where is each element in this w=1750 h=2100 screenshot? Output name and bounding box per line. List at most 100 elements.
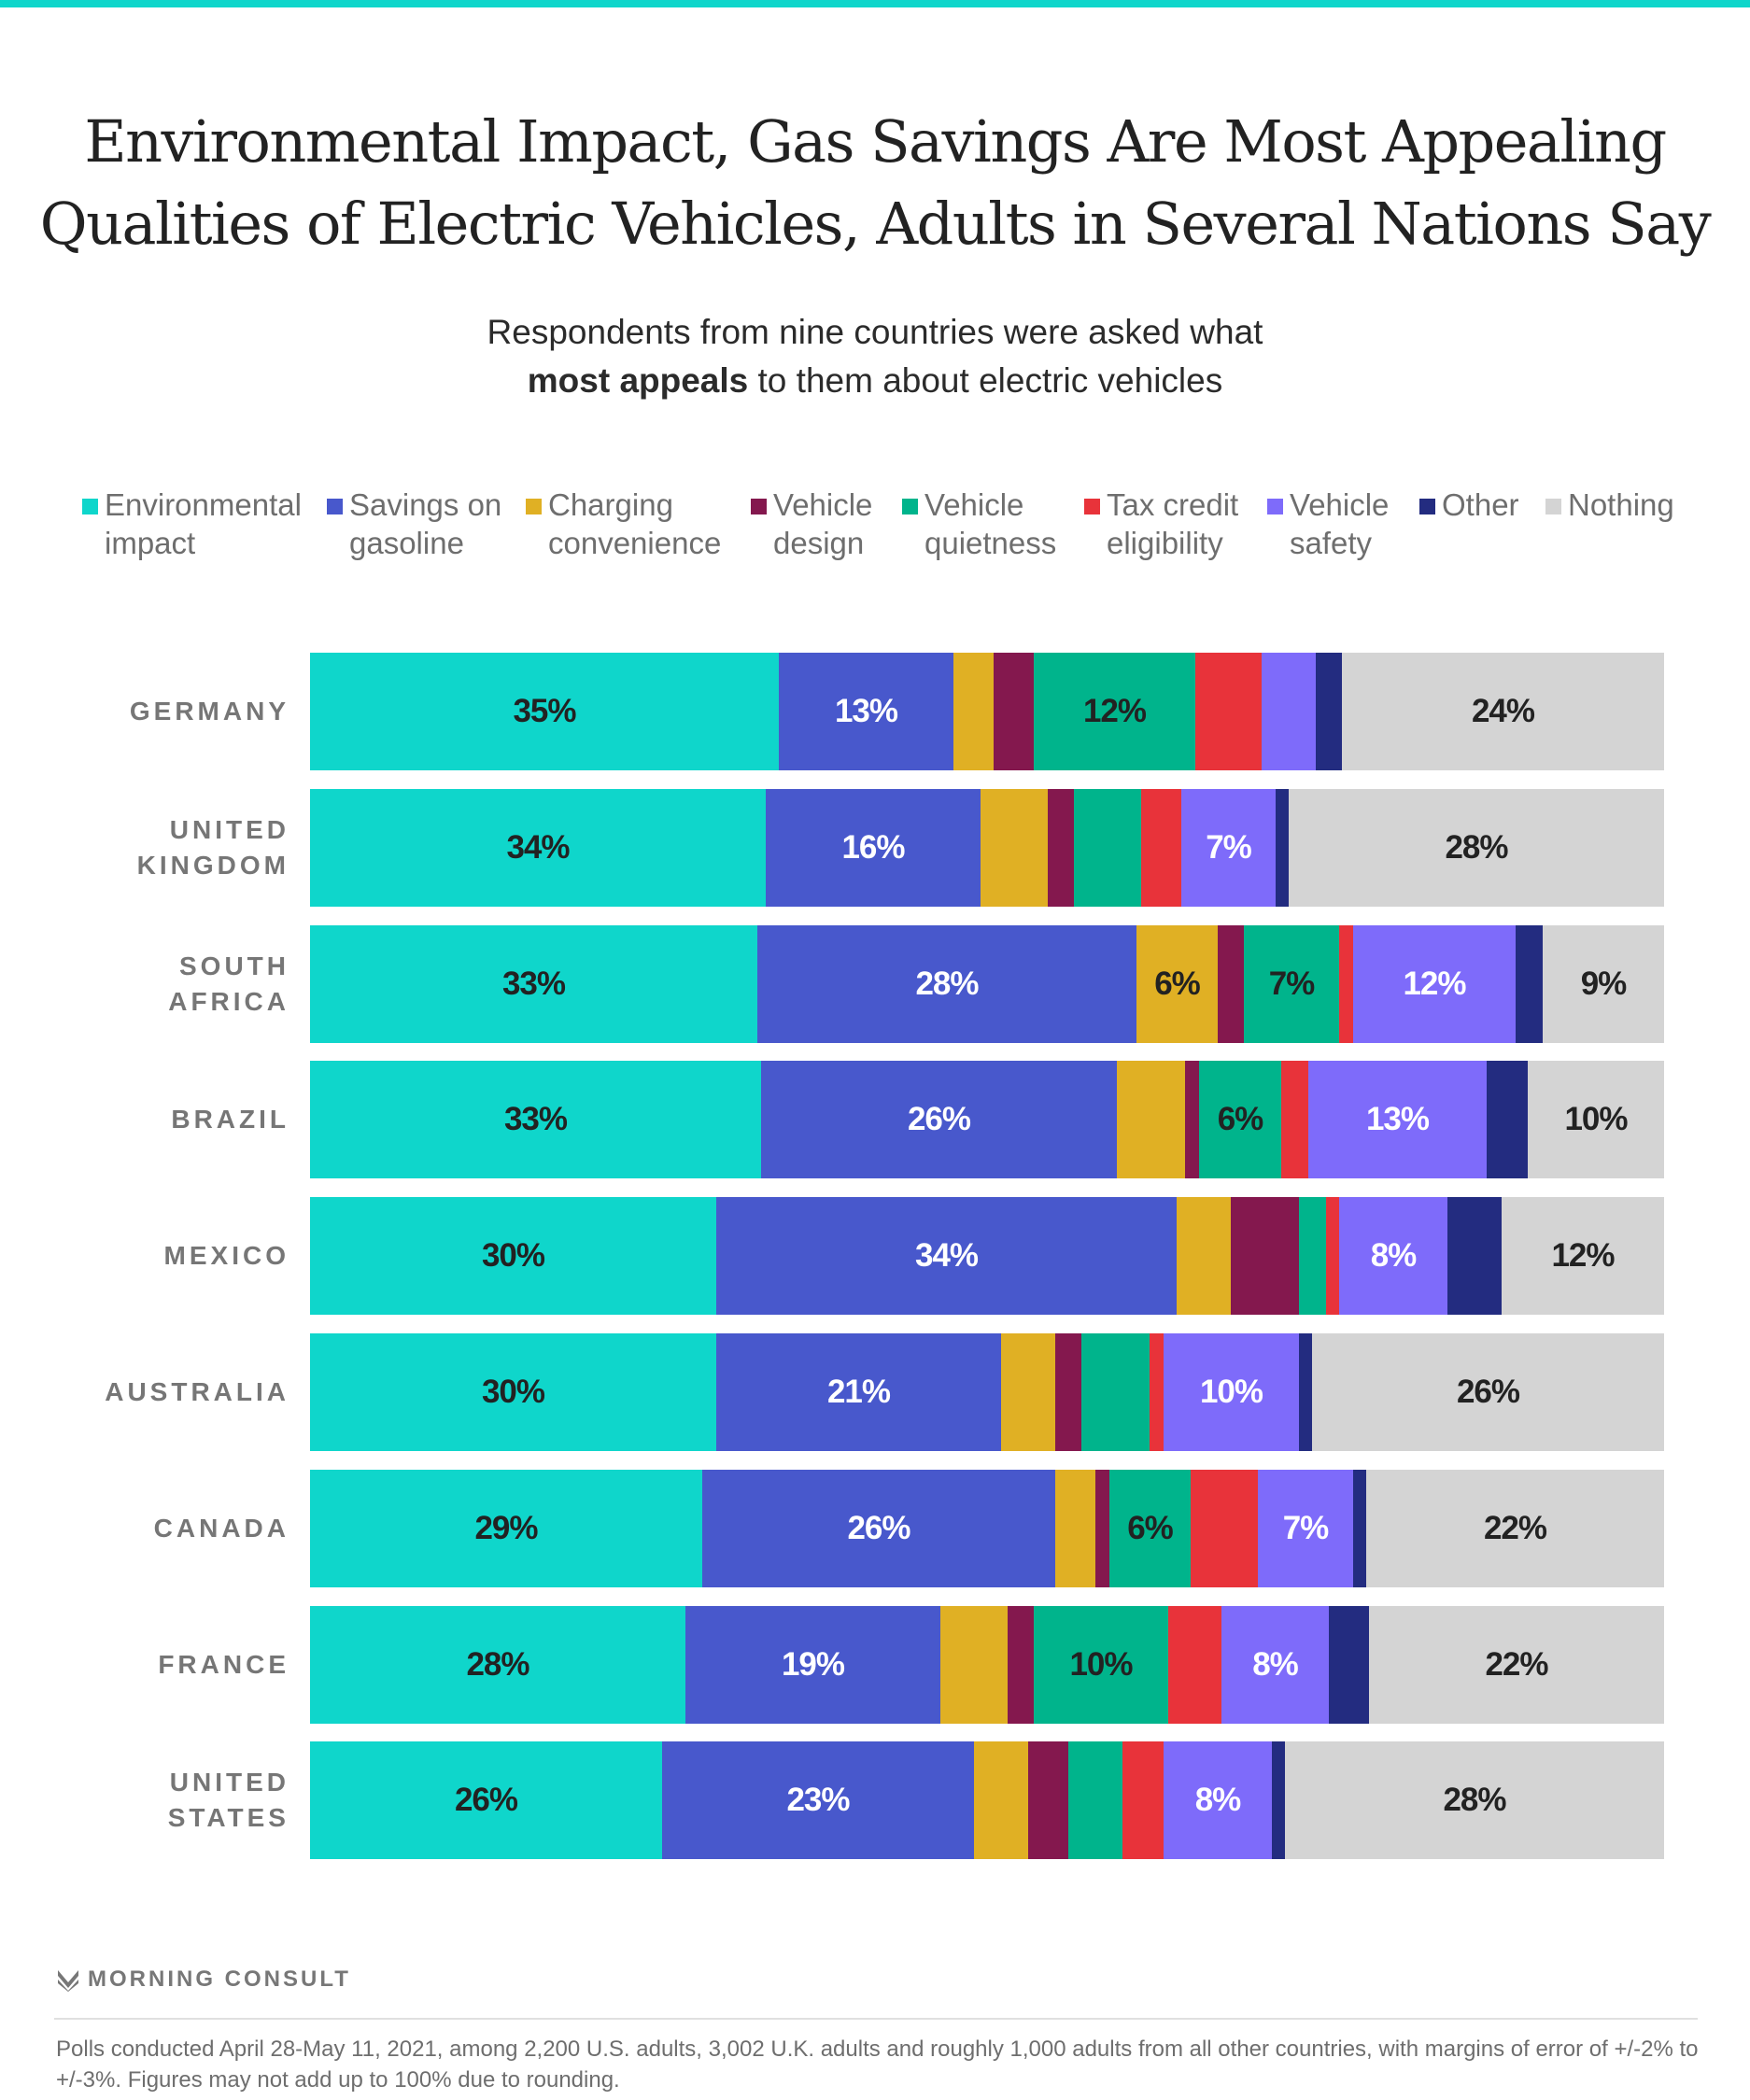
data-label: 10%	[1069, 1645, 1133, 1683]
bar-segment	[981, 788, 1048, 907]
legend-label: Nothing	[1568, 487, 1674, 522]
country-label-line-1: UNITED	[169, 814, 289, 844]
data-label: 6%	[1217, 1101, 1264, 1138]
data-label: 16%	[841, 828, 905, 866]
chart-title-line-1: Environmental Impact, Gas Savings Are Mo…	[84, 107, 1667, 176]
bar-segment: 28%	[1289, 788, 1664, 907]
data-label: 8%	[1252, 1645, 1299, 1683]
bar-segment	[1447, 1197, 1502, 1316]
bar-segment: 21%	[716, 1333, 1001, 1451]
bar-segment	[953, 653, 994, 770]
subtitle-line-2: most appeals to them about electric vehi…	[0, 357, 1750, 405]
data-label: 8%	[1194, 1782, 1242, 1819]
country-label: UNITED KINGDOM	[56, 812, 289, 883]
legend: Environmental impact Savings on gasoline Cha…	[0, 486, 1750, 570]
subtitle-rest: to them about electric vehicles	[748, 361, 1223, 400]
bar-segment	[974, 1741, 1028, 1860]
bar-segment	[1095, 1469, 1109, 1587]
data-label: 26%	[454, 1782, 518, 1819]
data-label: 12%	[1403, 965, 1466, 1002]
bar-segment: 26%	[761, 1061, 1117, 1179]
bar-segment: 33%	[310, 924, 757, 1043]
country-label-line-1: AUSTRALIA	[105, 1377, 289, 1406]
bar-segment	[1329, 1605, 1369, 1724]
bar-segment: 22%	[1369, 1605, 1664, 1724]
bar-segment: 29%	[310, 1469, 702, 1587]
data-label: 9%	[1580, 965, 1628, 1002]
data-label: 26%	[1456, 1374, 1520, 1410]
data-label: 30%	[481, 1237, 545, 1275]
bar-segment: 30%	[310, 1333, 716, 1451]
footer-divider	[54, 2018, 1698, 2020]
bar-segment: 13%	[779, 653, 953, 770]
bar-segment: 7%	[1181, 788, 1276, 907]
bar-segment: 26%	[1312, 1333, 1664, 1451]
legend-item: Other	[1419, 486, 1519, 524]
bar-segment: 8%	[1221, 1605, 1329, 1724]
bar-row: 35% 13% 12% 24%	[310, 653, 1664, 770]
data-label: 10%	[1564, 1101, 1628, 1138]
bar-segment	[1272, 1741, 1285, 1860]
bar-segment: 12%	[1502, 1197, 1664, 1316]
legend-label: Vehicle	[1290, 487, 1390, 522]
country-label-line-1: SOUTH	[179, 951, 289, 980]
data-label: 12%	[1082, 693, 1147, 729]
data-label: 28%	[915, 965, 979, 1002]
bar-segment: 6%	[1136, 924, 1218, 1043]
bar-segment: 30%	[310, 1197, 716, 1316]
bar-segment: 7%	[1244, 924, 1339, 1043]
legend-item: Environmental impact	[82, 486, 302, 562]
brand-logo: MORNING CONSULT	[56, 1966, 351, 1993]
bar-segment: 19%	[685, 1605, 940, 1724]
legend-swatch-icon	[327, 499, 343, 514]
legend-item: Charging convenience	[526, 486, 721, 562]
bar-segment: 10%	[1034, 1605, 1168, 1724]
bar-segment	[1326, 1197, 1339, 1316]
bar-segment	[940, 1605, 1008, 1724]
bar-row: 26% 23% 8% 28%	[310, 1741, 1664, 1860]
country-label: BRAZIL	[56, 1102, 289, 1137]
country-label-line-2: AFRICA	[168, 986, 289, 1016]
bar-segment	[1195, 653, 1262, 770]
data-label: 28%	[1443, 1782, 1506, 1819]
bar-segment	[1191, 1469, 1258, 1587]
country-label-line-1: CANADA	[153, 1513, 289, 1543]
legend-item: Nothing	[1545, 486, 1674, 524]
country-label: GERMANY	[56, 694, 289, 729]
bar-segment: 35%	[310, 653, 779, 770]
legend-label: Charging	[548, 487, 673, 522]
data-label: 29%	[474, 1509, 538, 1546]
country-label: SOUTH AFRICA	[56, 949, 289, 1020]
country-label-line-2: STATES	[167, 1803, 289, 1833]
data-label: 6%	[1127, 1509, 1174, 1546]
legend-swatch-icon	[1084, 499, 1100, 514]
legend-label: Other	[1442, 487, 1519, 522]
data-label: 35%	[513, 693, 576, 729]
chart-title: Environmental Impact, Gas Savings Are Mo…	[0, 101, 1750, 265]
bar-segment	[1168, 1605, 1221, 1724]
bar-segment: 10%	[1528, 1061, 1664, 1179]
bar-segment	[1150, 1333, 1164, 1451]
legend-swatch-icon	[526, 499, 542, 514]
legend-swatch-icon	[1545, 499, 1561, 514]
legend-label: Environmental	[105, 487, 302, 522]
chart-title-line-2: Qualities of Electric Vehicles, Adults i…	[39, 190, 1712, 258]
data-label: 22%	[1485, 1645, 1548, 1683]
bar-segment: 9%	[1543, 924, 1664, 1043]
bar-segment	[1117, 1061, 1185, 1179]
bar-segment	[1231, 1197, 1299, 1316]
data-label: 22%	[1483, 1509, 1547, 1546]
bar-segment: 16%	[766, 788, 981, 907]
bar-segment	[1299, 1197, 1326, 1316]
legend-label-line-2: safety	[1290, 526, 1373, 560]
morning-consult-logo-icon	[58, 1970, 78, 1992]
legend-swatch-icon	[1267, 499, 1283, 514]
bar-segment	[1276, 788, 1289, 907]
bar-segment: 12%	[1353, 924, 1516, 1043]
bar-segment: 33%	[310, 1061, 761, 1179]
subtitle-emphasis: most appeals	[527, 361, 749, 400]
bar-segment	[1185, 1061, 1199, 1179]
data-label: 6%	[1154, 965, 1201, 1002]
bar-segment: 7%	[1258, 1469, 1353, 1587]
